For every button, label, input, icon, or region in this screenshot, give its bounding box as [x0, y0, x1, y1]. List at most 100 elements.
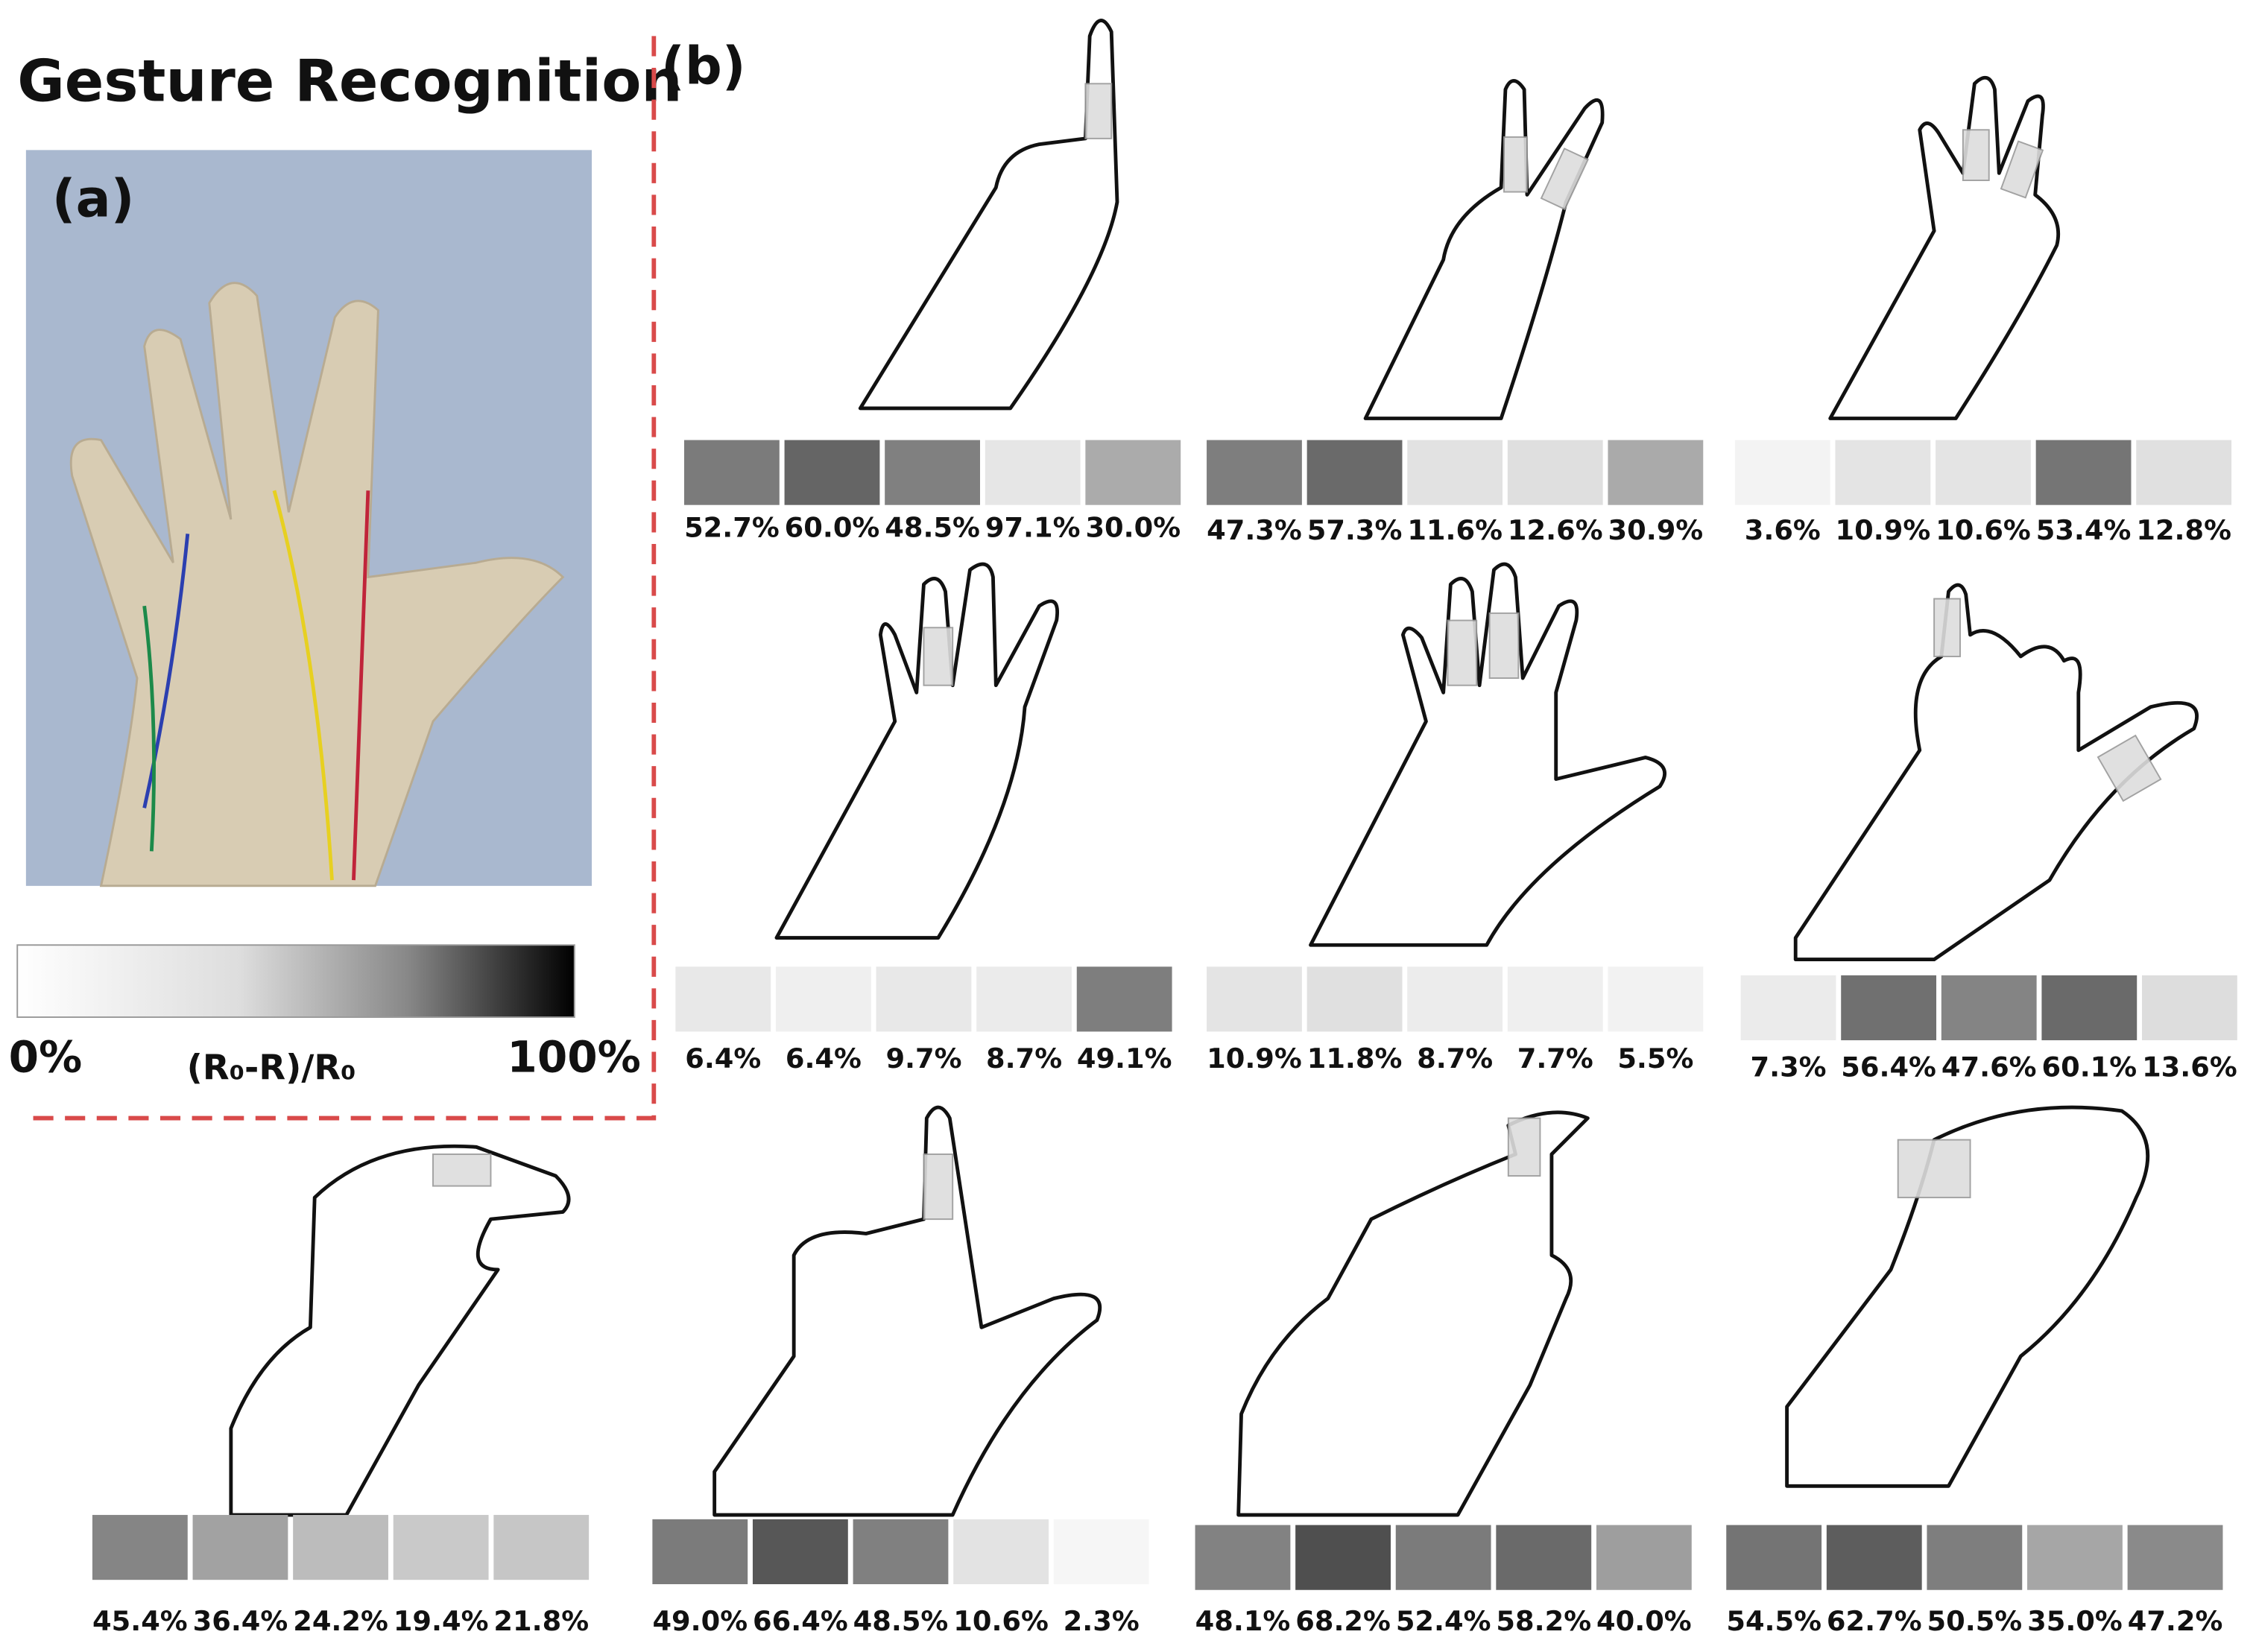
sensor-cell	[1507, 440, 1603, 505]
cell-label: 11.8%	[1307, 1042, 1403, 1075]
sensor-cell	[1207, 440, 1302, 505]
sensor-cell	[1841, 975, 1937, 1041]
hand-outline	[1236, 1110, 1590, 1517]
sensor	[1962, 129, 1990, 181]
sensor-cell	[1295, 1525, 1391, 1590]
cell-label: 60.0%	[785, 511, 880, 543]
sensor-cell	[1085, 440, 1181, 505]
cell-label: 45.4%	[92, 1605, 188, 1637]
sensor-cell	[683, 440, 780, 505]
cell-label: 7.7%	[1517, 1042, 1593, 1075]
sensor	[923, 627, 954, 686]
divider	[22, 36, 657, 1121]
cell-label: 8.7%	[986, 1042, 1062, 1075]
hand-outline	[1309, 562, 1667, 947]
sensor-cell	[92, 1515, 188, 1580]
sensor	[432, 1153, 492, 1187]
sensor-cell	[752, 1519, 848, 1584]
cell-label: 50.5%	[1927, 1605, 2023, 1637]
sensor-cell	[1395, 1525, 1491, 1590]
sensor	[2000, 140, 2044, 199]
cell-label: 49.0%	[652, 1605, 748, 1637]
sensor-readouts: 52.7% 60.0% 48.5% 97.1% 30.0% 47.3% 57.3% 11.6%…	[92, 440, 2237, 1637]
sensor-cell	[1076, 966, 1172, 1032]
sensor-cell	[876, 966, 972, 1032]
sensor-cell	[1835, 440, 1931, 505]
sensor-cell	[652, 1519, 748, 1584]
sensor-cell	[1941, 975, 2037, 1041]
hand-outline	[1828, 75, 2061, 420]
sensor-cell	[985, 440, 1081, 505]
sensor-cell	[393, 1515, 489, 1580]
cell-label: 47.6%	[1941, 1051, 2037, 1083]
cell-label: 47.3%	[1207, 514, 1302, 546]
sensor	[1933, 598, 1961, 657]
cell-label: 56.4%	[1841, 1051, 1936, 1083]
sensor-cell	[1496, 1525, 1592, 1590]
hand-outline	[712, 1105, 1102, 1517]
cell-label: 68.2%	[1295, 1605, 1391, 1637]
scale-label: (R₀-R)/R₀	[187, 1047, 356, 1087]
sensor	[1084, 83, 1113, 139]
sensor	[1540, 148, 1589, 211]
sensor-cell	[675, 966, 771, 1032]
sensor-cell	[1608, 440, 1704, 505]
sensor	[1897, 1139, 1971, 1199]
cell-label: 10.6%	[1936, 514, 2031, 546]
cell-label: 48.1%	[1195, 1605, 1291, 1637]
sensor	[1488, 612, 1520, 680]
sensor	[923, 1153, 954, 1221]
cell-label: 3.6%	[1745, 514, 1821, 546]
cell-label: 10.6%	[953, 1605, 1049, 1637]
hand-outline	[229, 1144, 571, 1517]
cell-label: 49.1%	[1077, 1042, 1172, 1075]
hand-outline	[858, 19, 1119, 411]
cell-label: 57.3%	[1307, 514, 1403, 546]
cell-label: 6.4%	[685, 1042, 761, 1075]
cell-label: 48.5%	[853, 1605, 949, 1637]
sensor-cell	[493, 1515, 590, 1580]
cell-label: 8.7%	[1417, 1042, 1493, 1075]
sensor-cell	[885, 440, 980, 505]
wire	[352, 490, 370, 881]
sensor-cell	[1927, 1525, 2023, 1590]
cell-label: 24.2%	[293, 1605, 388, 1637]
hand-drawings	[229, 19, 2199, 1517]
sensor-cell	[2041, 975, 2137, 1041]
sensor-cell	[2136, 440, 2232, 505]
cell-label: 53.4%	[2036, 514, 2132, 546]
cell-label: 10.9%	[1836, 514, 1931, 546]
wire	[142, 605, 156, 852]
wire	[142, 534, 190, 808]
cell-label: 40.0%	[1596, 1605, 1692, 1637]
cell-label: 9.7%	[885, 1042, 961, 1075]
sensor-cell	[1726, 1525, 1822, 1590]
sensor	[1503, 136, 1528, 193]
sensor-cell	[976, 966, 1072, 1032]
cell-label: 52.7%	[684, 511, 780, 543]
sensor-cell	[1826, 1525, 1922, 1590]
sensor-cell	[1306, 440, 1403, 505]
sensor-cell	[853, 1519, 949, 1584]
cell-label: 35.0%	[2027, 1605, 2123, 1637]
sensor	[1447, 619, 1478, 686]
sensor-cell	[1207, 966, 1302, 1032]
cell-label: 97.1%	[985, 511, 1081, 543]
sensor-cell	[1734, 440, 1830, 505]
cell-label: 12.6%	[1508, 514, 1603, 546]
title: Gesture Recognition	[17, 48, 682, 115]
cell-label: 13.6%	[2142, 1051, 2237, 1083]
cell-label: 12.8%	[2136, 514, 2231, 546]
sensor	[1507, 1117, 1541, 1177]
sensor-cell	[293, 1515, 388, 1580]
cell-label: 52.4%	[1396, 1605, 1491, 1637]
sensor-cell	[953, 1519, 1049, 1584]
sensor-cell	[1306, 966, 1403, 1032]
sensor-cell	[1608, 966, 1704, 1032]
sensor-cell	[784, 440, 880, 505]
cell-label: 19.4%	[394, 1605, 489, 1637]
sensor-cell	[1936, 440, 2031, 505]
cell-label: 6.4%	[786, 1042, 862, 1075]
